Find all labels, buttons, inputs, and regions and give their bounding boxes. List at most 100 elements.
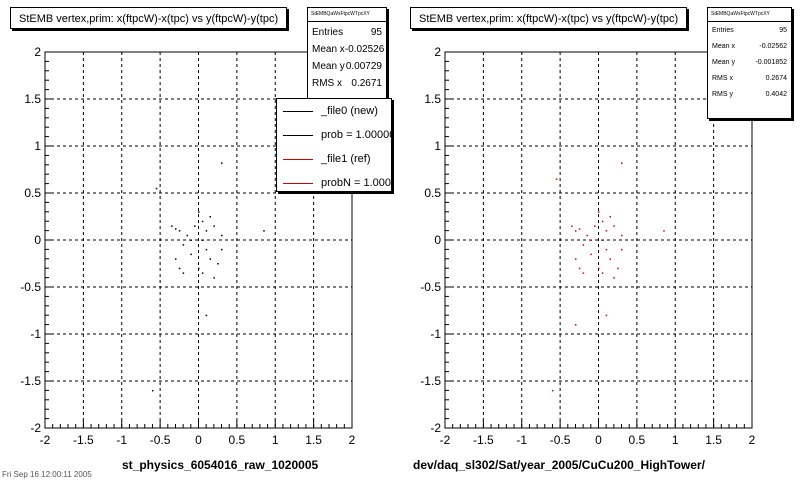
- right-stats-rms-y-row: RMS y 0.4042: [712, 91, 787, 98]
- left-data-point: [178, 267, 181, 270]
- right-stats-mean-x-row: Mean x -0.02562: [712, 43, 787, 50]
- right-stats-entries-row: Entries 95: [712, 27, 787, 34]
- right-data-point: [609, 216, 612, 218]
- legend-item-file1: _file1 (ref): [277, 147, 391, 171]
- right-x-tick-label: -2: [440, 433, 451, 447]
- left-scatter-plot: -2 -1.5 -1 -0.5 0 0.5 1 1.5 2 -2 -1.5 -1 -0.5 0 0.5 1 1.…: [20, 45, 356, 447]
- left-x-tick-label: -1.5: [73, 433, 94, 447]
- left-data-point: [190, 253, 192, 256]
- left-stats-box: StEMBQaWxFtpcWTpcXY Entries 95 Mean x -0…: [307, 7, 387, 100]
- legend-item-probn: probN = 1.000000: [277, 171, 391, 191]
- left-y-tick-label: -1: [30, 327, 41, 341]
- left-data-point: [209, 216, 212, 218]
- right-data-point: [621, 248, 623, 251]
- left-data-point: [201, 220, 204, 223]
- legend-line-red: [283, 182, 313, 184]
- right-data-point: [582, 244, 585, 246]
- right-data-point: [582, 272, 585, 274]
- left-y-tick-label: 2: [34, 45, 41, 59]
- left-data-point: [213, 277, 215, 279]
- left-x-tick-label: 0.5: [229, 433, 246, 447]
- left-data-point: [201, 272, 204, 274]
- left-x-tick-label: 0: [195, 433, 202, 447]
- right-data-point: [613, 225, 615, 227]
- left-chart-panel: -2 -1.5 -1 -0.5 0 0.5 1 1.5 2 -2 -1.5 -1 -0.5 0 0.5 1 1.…: [10, 7, 392, 472]
- right-data-point: [551, 389, 554, 392]
- right-x-tick-label: 0.5: [629, 433, 646, 447]
- left-data-point: [209, 258, 212, 260]
- right-x-tick-label: 1.5: [705, 433, 722, 447]
- right-chart-panel: -2 -1.5 -1 -0.5 0 0.5 1 1.5 2 -2 -1.5 -1 -0.5 0 0.5 1 1.…: [400, 0, 800, 480]
- right-data-point: [609, 258, 612, 260]
- right-data-point: [613, 277, 615, 279]
- left-data-point: [217, 263, 219, 265]
- left-data-point: [221, 234, 223, 237]
- right-x-axis-label: dev/daq_sl302/Sat/year_2005/CuCu200_High…: [413, 458, 705, 472]
- right-y-tick-label: 0: [434, 233, 441, 247]
- right-stats-rms-x-row: RMS x 0.2674: [712, 75, 787, 82]
- left-x-tick-label: 2: [349, 433, 356, 447]
- left-data-point: [182, 272, 185, 274]
- left-data-point: [178, 230, 181, 232]
- left-y-tick-label: -2: [30, 421, 41, 435]
- left-data-point: [194, 225, 196, 227]
- right-stats-box: StEMBQaWxFtpcWTpcXY Entries 95 Mean x -0…: [707, 7, 792, 119]
- legend-line-black: [283, 134, 313, 136]
- right-data-point: [663, 230, 665, 232]
- right-data-point: [601, 272, 604, 274]
- right-y-tick-label: 2: [434, 45, 441, 59]
- right-data-point: [598, 211, 600, 213]
- right-data-point: [598, 267, 600, 270]
- left-data-point: [198, 267, 200, 270]
- right-stats-header: StEMBQaWxFtpcWTpcXY: [708, 8, 791, 22]
- right-data-point: [617, 267, 619, 270]
- left-y-tick-label: 1.5: [24, 92, 41, 106]
- left-data-point: [221, 162, 223, 164]
- left-data-point: [174, 228, 177, 230]
- footer-timestamp: Fri Sep 16 12:00:11 2005: [2, 470, 92, 479]
- right-x-tick-label: 1: [672, 433, 679, 447]
- left-data-point: [174, 258, 177, 260]
- left-data-point: [201, 239, 204, 241]
- left-x-tick-label: -1: [116, 433, 127, 447]
- left-data-point: [151, 389, 154, 392]
- right-data-point: [574, 324, 577, 326]
- left-data-point: [213, 225, 215, 227]
- left-chart-title: StEMB vertex,prim: x(ftpcW)-x(tpc) vs y(…: [10, 7, 288, 29]
- left-x-tick-label: 1: [272, 433, 279, 447]
- right-y-tick-label: -2: [430, 421, 441, 435]
- left-data-point: [155, 187, 158, 190]
- legend-line-red: [283, 158, 313, 160]
- legend: _file0 (new) prob = 1.000000 _file1 (ref…: [276, 98, 392, 192]
- right-y-tick-label: 1.5: [424, 92, 441, 106]
- right-data-point: [605, 314, 608, 317]
- right-data-point: [578, 228, 581, 230]
- left-stats-header: StEMBQaWxFtpcWTpcXY: [308, 8, 386, 22]
- left-x-tick-label: 1.5: [305, 433, 322, 447]
- right-x-tick-label: -0.5: [550, 433, 571, 447]
- right-data-point: [571, 225, 573, 227]
- left-data-point: [171, 225, 173, 227]
- right-y-tick-label: 1: [434, 139, 441, 153]
- right-data-point: [586, 234, 588, 237]
- right-x-tick-label: 0: [595, 433, 602, 447]
- left-x-tick-label: -0.5: [150, 433, 171, 447]
- left-data-point: [190, 239, 192, 241]
- right-data-point: [578, 267, 581, 270]
- left-y-tick-label: 1: [34, 139, 41, 153]
- left-y-tick-label: 0: [34, 233, 41, 247]
- left-data-point: [221, 248, 223, 251]
- right-data-point: [574, 230, 577, 232]
- right-x-tick-label: 2: [749, 433, 756, 447]
- right-data-point: [574, 258, 577, 260]
- left-data-point: [198, 211, 200, 213]
- right-x-tick-label: -1.5: [473, 433, 494, 447]
- right-data-point: [601, 239, 604, 241]
- right-data-point: [621, 162, 623, 164]
- left-stats-mean-x-row: Mean x -0.02526: [312, 44, 385, 55]
- left-data-point: [205, 314, 208, 317]
- right-data-point: [605, 230, 608, 232]
- left-stats-mean-y-row: Mean y 0.00729: [312, 61, 382, 72]
- right-data-point: [590, 253, 592, 256]
- right-x-tick-label: -1: [516, 433, 527, 447]
